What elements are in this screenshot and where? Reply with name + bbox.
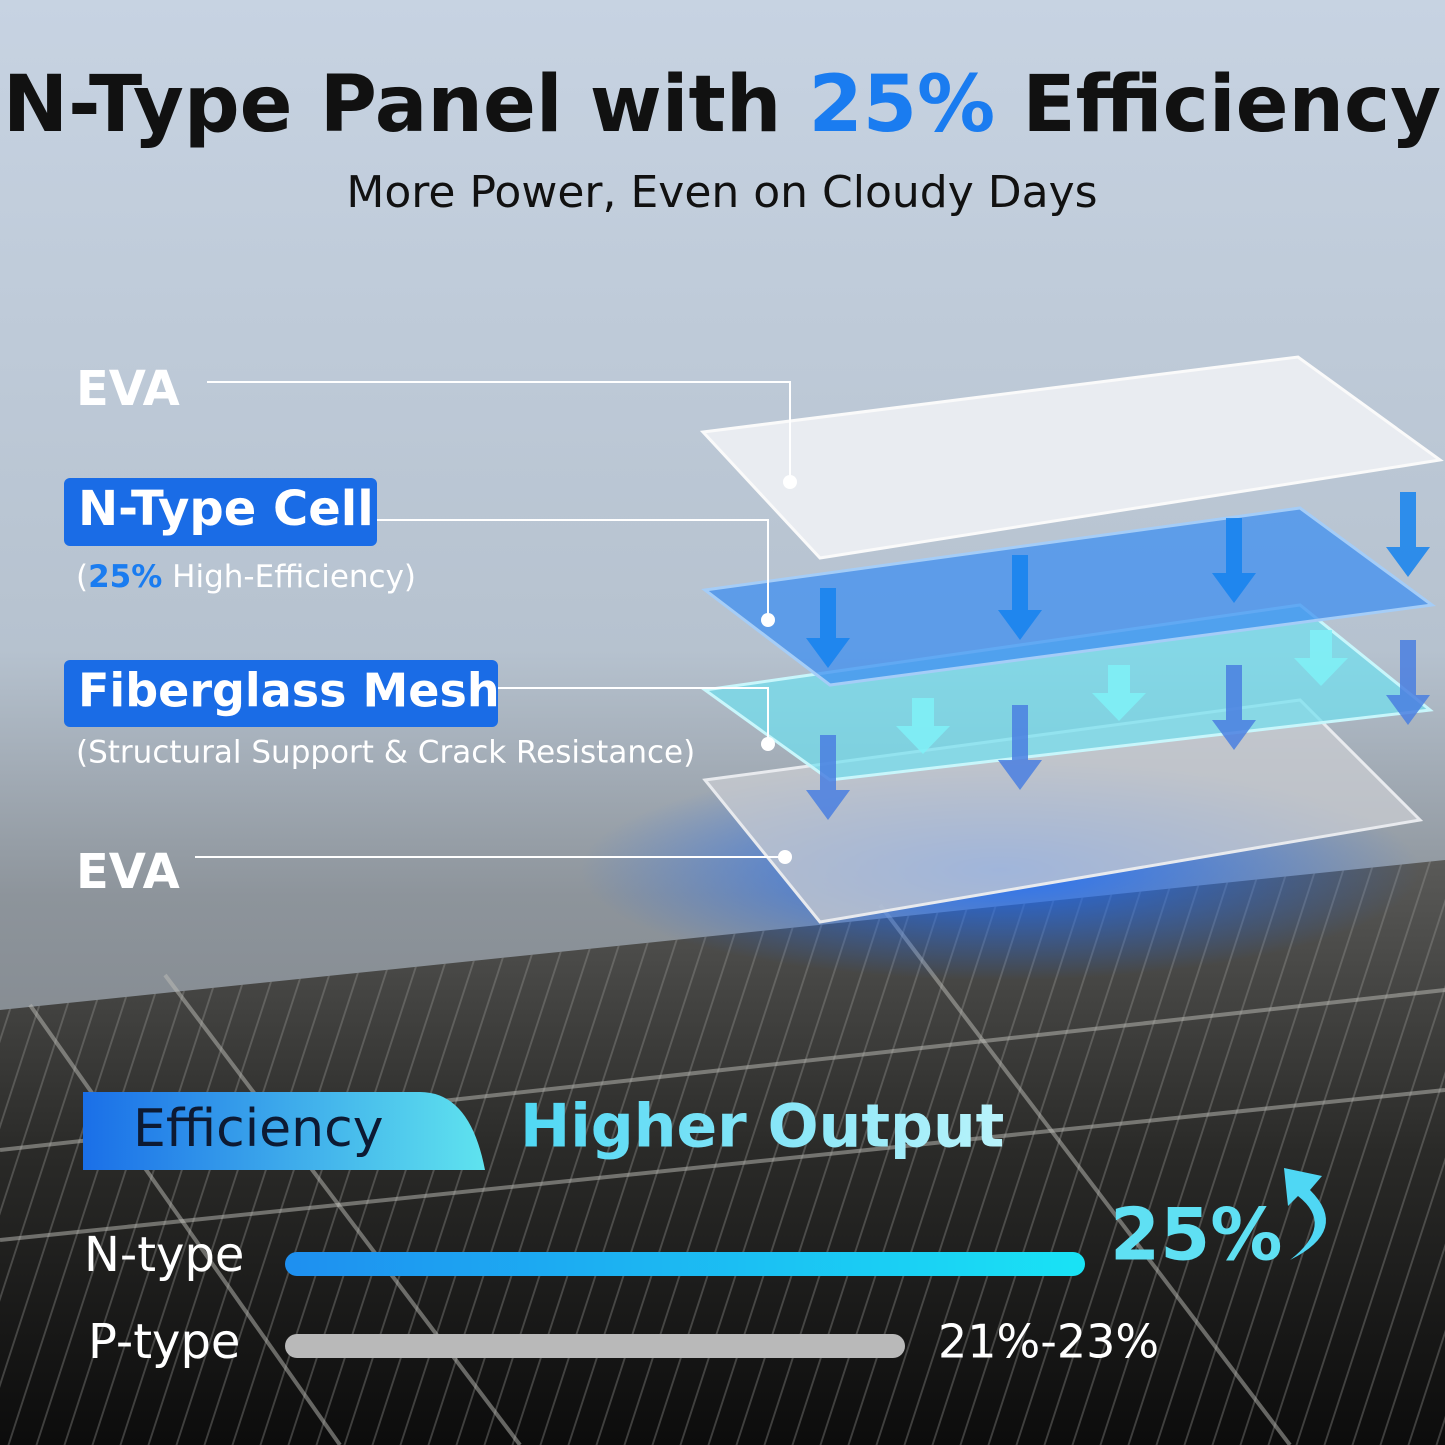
row-label: P-type xyxy=(88,1314,240,1370)
layer-label: N-Type Cell xyxy=(78,481,374,537)
efficiency-tab xyxy=(83,1092,485,1170)
layer-label: Fiberglass Mesh xyxy=(78,664,500,718)
row-value: 25% xyxy=(1110,1193,1282,1277)
subtitle: More Power, Even on Cloudy Days xyxy=(346,167,1097,218)
p-type-bar xyxy=(285,1334,905,1358)
n-type-bar xyxy=(285,1252,1085,1276)
headline: Higher Output xyxy=(520,1092,1004,1162)
layers xyxy=(699,355,1444,924)
leader-dots xyxy=(761,475,797,864)
layer-note: (25% High-Efficiency) xyxy=(76,559,416,595)
panel-cells xyxy=(0,860,1445,1445)
label-box xyxy=(64,660,498,727)
label-box xyxy=(64,478,377,546)
tab-text: Efficiency xyxy=(133,1099,383,1159)
layer-label: EVA xyxy=(76,361,180,417)
row-value: 21%-23% xyxy=(938,1315,1159,1369)
row-label: N-type xyxy=(84,1227,244,1283)
layer-note: (Structural Support & Crack Resistance) xyxy=(76,735,695,771)
arrows xyxy=(806,492,1430,820)
title: N-Type Panel with 25% Efficiency xyxy=(3,60,1441,150)
layer-label: EVA xyxy=(76,844,180,900)
leader-lines xyxy=(195,381,791,858)
up-arrow xyxy=(1284,1168,1326,1260)
